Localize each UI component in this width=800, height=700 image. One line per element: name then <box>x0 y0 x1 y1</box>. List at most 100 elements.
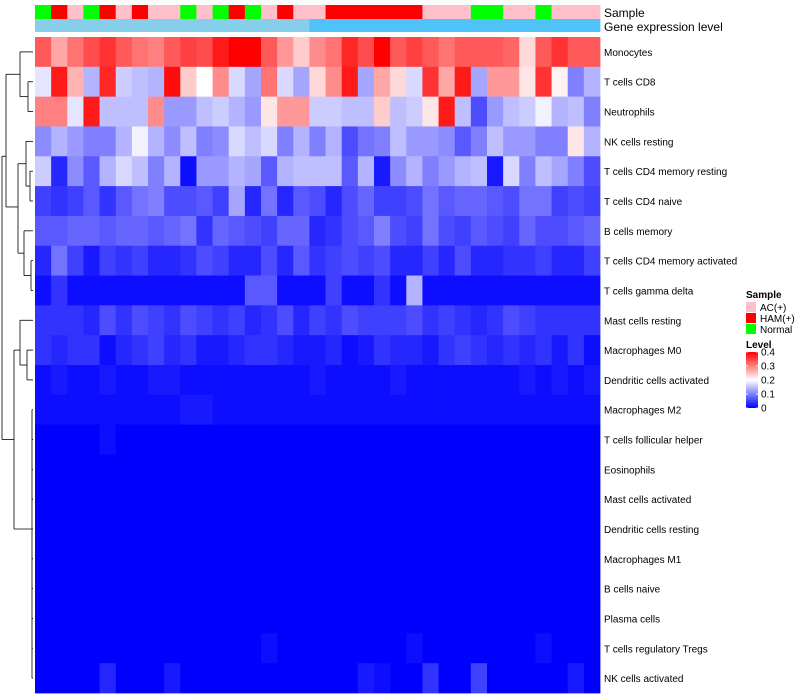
heatmap-cell <box>261 454 278 485</box>
heatmap-cell <box>503 66 520 98</box>
heatmap-cell <box>83 335 100 366</box>
heatmap-cell <box>244 215 262 247</box>
heatmap-cell <box>341 663 359 694</box>
heatmap-cell <box>164 186 181 217</box>
heatmap-cell <box>99 186 117 217</box>
annotation-cell <box>341 19 359 32</box>
heatmap-cell <box>196 365 213 396</box>
heatmap-cell <box>261 96 278 127</box>
annotation-cell <box>454 19 472 32</box>
heatmap-cell <box>244 454 262 485</box>
heatmap-cell <box>244 126 262 157</box>
heatmap-cell <box>99 215 117 247</box>
heatmap-cell <box>67 603 84 634</box>
heatmap-cell <box>83 454 100 485</box>
annotation-cell <box>277 19 294 32</box>
heatmap-cell <box>454 365 472 396</box>
annotation-labels: Sample Gene expression level <box>604 6 723 34</box>
heatmap-cell <box>487 514 504 545</box>
heatmap-cell <box>35 424 52 455</box>
heatmap-cell <box>293 126 310 157</box>
heatmap-cell <box>67 543 84 575</box>
heatmap-cell <box>454 394 472 426</box>
heatmap-cell <box>83 394 100 426</box>
heatmap-cell <box>277 484 294 515</box>
heatmap-cell <box>325 603 343 634</box>
row-dendrogram <box>1 51 33 679</box>
heatmap-cell <box>67 37 84 68</box>
heatmap-cell <box>454 126 472 157</box>
heatmap-cell <box>148 186 165 217</box>
heatmap-cell <box>357 37 375 68</box>
heatmap-cell <box>357 126 375 157</box>
heatmap-cell <box>390 186 407 217</box>
heatmap-cell <box>390 543 407 575</box>
heatmap-cell <box>164 424 181 455</box>
heatmap-cell <box>148 603 165 634</box>
heatmap-cell <box>374 543 391 575</box>
heatmap-cell <box>293 514 310 545</box>
heatmap-cell <box>99 37 117 68</box>
heatmap-cell <box>228 543 246 575</box>
heatmap-cell <box>503 96 520 127</box>
heatmap-cell <box>244 96 262 127</box>
heatmap-cell <box>148 514 165 545</box>
heatmap-cell <box>293 37 310 68</box>
heatmap-cell <box>99 633 117 664</box>
heatmap-cell <box>583 37 601 68</box>
heatmap-cell <box>567 156 585 187</box>
heatmap-cell <box>583 394 601 426</box>
annotation-cell <box>67 19 84 32</box>
heatmap-cell <box>309 365 326 396</box>
heatmap-cell <box>261 215 278 247</box>
heatmap-cell <box>131 394 149 426</box>
heatmap-cell <box>551 573 569 604</box>
heatmap-cell <box>341 573 359 604</box>
heatmap-cell <box>83 186 100 217</box>
heatmap-cell <box>470 663 488 694</box>
heatmap-cell <box>277 543 294 575</box>
heatmap-cell <box>503 663 520 694</box>
heatmap-cell <box>325 633 343 664</box>
heatmap-cell <box>67 156 84 187</box>
heatmap-cell <box>51 245 68 276</box>
heatmap-cell <box>293 245 310 276</box>
heatmap-cell <box>583 424 601 455</box>
heatmap-cell <box>228 126 246 157</box>
heatmap-cell <box>83 633 100 664</box>
heatmap-cell <box>164 37 181 68</box>
heatmap-cell <box>83 484 100 515</box>
heatmap-cell <box>551 215 569 247</box>
heatmap-cell <box>470 66 488 98</box>
heatmap-cell <box>261 126 278 157</box>
heatmap-cell <box>438 275 456 306</box>
row-label: Dendritic cells activated <box>604 376 709 387</box>
heatmap-cell <box>567 424 585 455</box>
heatmap-cell <box>180 484 197 515</box>
heatmap-cell <box>519 663 536 694</box>
heatmap-cell <box>325 543 343 575</box>
annotation-cell <box>99 5 117 19</box>
heatmap-cell <box>519 633 536 664</box>
heatmap-cell <box>487 66 504 98</box>
heatmap-cell <box>438 305 456 336</box>
heatmap-cell <box>325 66 343 98</box>
heatmap-cell <box>438 454 456 485</box>
heatmap-cell <box>438 573 456 604</box>
annotation-cell <box>180 19 197 32</box>
heatmap-cell <box>583 126 601 157</box>
heatmap-cell <box>374 365 391 396</box>
heatmap-cell <box>261 603 278 634</box>
heatmap-cell <box>374 186 391 217</box>
heatmap-cell <box>115 394 133 426</box>
heatmap-cell <box>212 156 230 187</box>
annotation-cell <box>519 5 536 19</box>
heatmap-cell <box>470 96 488 127</box>
heatmap-cell <box>309 454 326 485</box>
heatmap-cell <box>374 663 391 694</box>
heatmap-cell <box>148 275 165 306</box>
annotation-cell <box>228 5 246 19</box>
heatmap-cell <box>131 633 149 664</box>
heatmap-cell <box>535 37 552 68</box>
legend-label-normal: Normal <box>760 325 792 336</box>
